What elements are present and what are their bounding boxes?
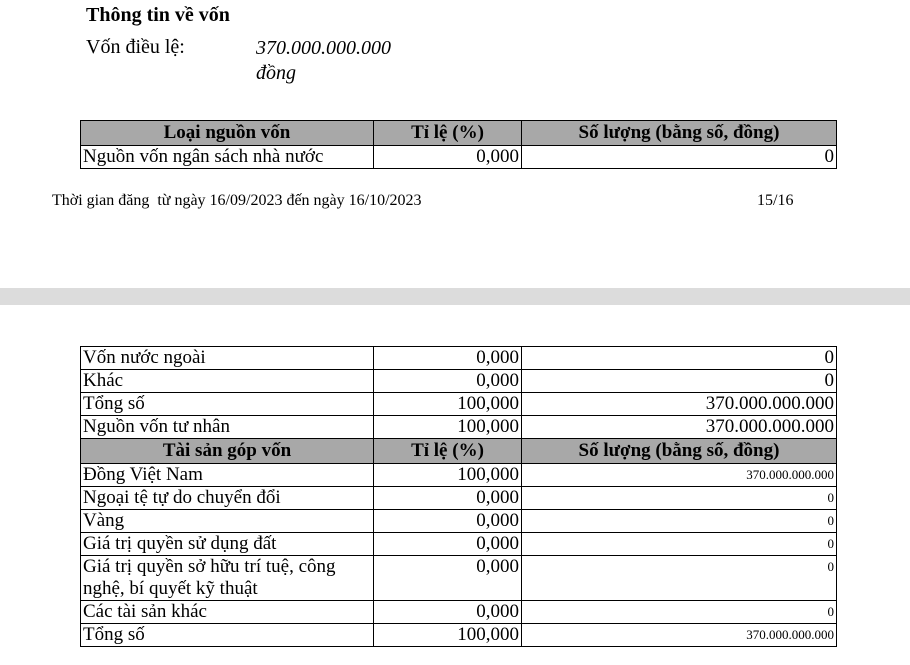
table-cell: Giá trị quyền sở hữu trí tuệ, công nghệ,… [80, 555, 374, 601]
table-cell: 0,000 [373, 369, 522, 393]
table-cell: 0 [521, 486, 837, 510]
header-cell: Loại nguồn vốn [80, 120, 374, 146]
table-cell: 0 [521, 555, 837, 601]
section-title: Thông tin về vốn [86, 4, 230, 26]
header-cell: Tài sản góp vốn [80, 438, 374, 464]
table-cell: 370.000.000.000 [521, 392, 837, 416]
capital-source-table: Loại nguồn vốn Tỉ lệ (%) Số lượng (bằng số… [80, 120, 837, 169]
table-row: Giá trị quyền sở hữu trí tuệ, công nghệ,… [80, 555, 837, 601]
table-cell: Tổng số [80, 623, 374, 647]
table-cell: Vốn nước ngoài [80, 346, 374, 370]
table-cell: 0,000 [373, 346, 522, 370]
table-cell: 100,000 [373, 392, 522, 416]
table-cell: 100,000 [373, 415, 522, 439]
table-cell: 0,000 [373, 145, 522, 169]
header-cell: Tỉ lệ (%) [373, 120, 522, 146]
table-cell: 0,000 [373, 555, 522, 601]
table-row: Nguồn vốn ngân sách nhà nước 0,000 0 [80, 145, 837, 169]
table-row: Ngoại tệ tự do chuyển đổi 0,000 0 [80, 486, 837, 510]
table-row: Tổng số 100,000 370.000.000.000 [80, 392, 837, 416]
table-cell: Nguồn vốn ngân sách nhà nước [80, 145, 374, 169]
header-cell: Số lượng (bằng số, đồng) [521, 120, 837, 146]
table-cell: 0 [521, 145, 837, 169]
table-cell: 370.000.000.000 [521, 415, 837, 439]
page-break [0, 288, 910, 305]
table-cell: Tổng số [80, 392, 374, 416]
table-cell: 0 [521, 600, 837, 624]
header-row: Loại nguồn vốn Tỉ lệ (%) Số lượng (bằng số… [80, 120, 837, 146]
table-cell: 370.000.000.000 [521, 463, 837, 487]
table-row: Khác 0,000 0 [80, 369, 837, 393]
table-cell: 100,000 [373, 623, 522, 647]
header-row: Tài sản góp vốn Tỉ lệ (%) Số lượng (bằng s… [80, 438, 837, 464]
header-cell: Tỉ lệ (%) [373, 438, 522, 464]
table-cell: 0 [521, 509, 837, 533]
table-row: Đồng Việt Nam 100,000 370.000.000.000 [80, 463, 837, 487]
table-cell: 0,000 [373, 509, 522, 533]
posting-period: Thời gian đăng từ ngày 16/09/2023 đến ng… [52, 192, 422, 209]
table-row: Các tài sản khác 0,000 0 [80, 600, 837, 624]
table-cell: 0,000 [373, 532, 522, 556]
table-cell: Các tài sản khác [80, 600, 374, 624]
table-row: Nguồn vốn tư nhân 100,000 370.000.000.000 [80, 415, 837, 439]
table-row: Tổng số 100,000 370.000.000.000 [80, 623, 837, 647]
table-row: Giá trị quyền sử dụng đất 0,000 0 [80, 532, 837, 556]
table-cell: Ngoại tệ tự do chuyển đổi [80, 486, 374, 510]
table-cell: 370.000.000.000 [521, 623, 837, 647]
table-cell: 0 [521, 346, 837, 370]
table-cell: Giá trị quyền sử dụng đất [80, 532, 374, 556]
table-cell: 0 [521, 532, 837, 556]
table-cell: 0,000 [373, 486, 522, 510]
charter-value: 370.000.000.000 đồng [256, 37, 391, 84]
table-row: Vốn nước ngoài 0,000 0 [80, 346, 837, 370]
table-cell: Vàng [80, 509, 374, 533]
table-cell: Nguồn vốn tư nhân [80, 415, 374, 439]
table-cell: Khác [80, 369, 374, 393]
charter-label: Vốn điều lệ: [86, 36, 185, 58]
page-number: 15/16 [757, 192, 794, 209]
header-cell: Số lượng (bằng số, đồng) [521, 438, 837, 464]
table-cell: 0,000 [373, 600, 522, 624]
table-cell: Đồng Việt Nam [80, 463, 374, 487]
table-cell: 100,000 [373, 463, 522, 487]
table-cell: 0 [521, 369, 837, 393]
capital-table-continued: Vốn nước ngoài 0,000 0 Khác 0,000 0 Tổng số 100… [80, 346, 837, 647]
table-row: Vàng 0,000 0 [80, 509, 837, 533]
